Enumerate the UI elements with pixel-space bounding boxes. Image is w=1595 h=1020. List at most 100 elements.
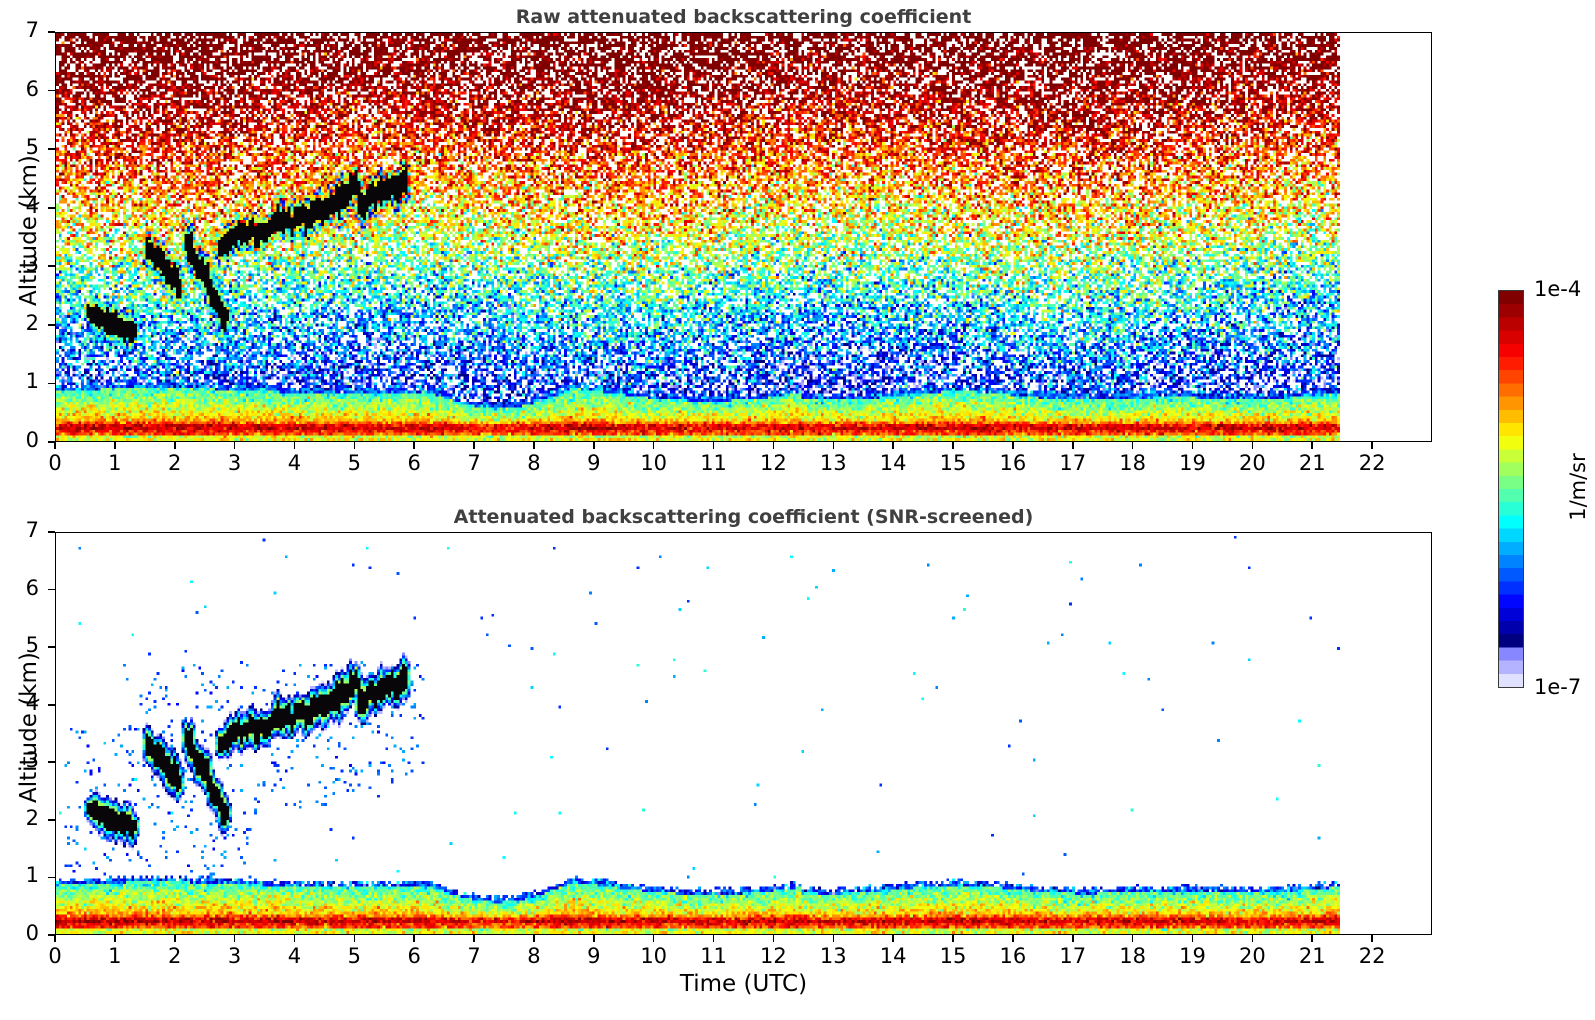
x-tick-label: 18 (1119, 451, 1146, 475)
x-tick-label: 0 (48, 944, 62, 968)
x-tick (114, 935, 116, 942)
x-tick-label: 19 (1179, 944, 1206, 968)
y-tick (48, 588, 55, 591)
panel-screened-heatmap (56, 533, 1340, 934)
x-tick (413, 935, 415, 942)
y-tick-label: 7 (25, 18, 39, 42)
x-tick (54, 935, 56, 942)
x-tick (173, 442, 176, 449)
y-tick (48, 324, 55, 326)
x-tick (832, 442, 835, 449)
y-tick-label: 6 (25, 76, 39, 101)
x-tick-label: 14 (879, 944, 907, 968)
x-tick (473, 935, 475, 942)
y-tick-label: 0 (25, 921, 39, 945)
panel-raw-y-axis-title: Altitude (km) (16, 155, 42, 306)
x-tick (1131, 935, 1134, 942)
y-tick (48, 31, 55, 33)
y-tick-label: 4 (25, 690, 39, 715)
panel-screened-x-axis-title: Time (UTC) (679, 971, 808, 997)
x-tick-label: 15 (939, 944, 967, 968)
x-tick (1311, 442, 1314, 449)
x-tick (233, 935, 236, 942)
x-tick (952, 442, 954, 449)
x-tick-label: 17 (1059, 451, 1087, 475)
x-tick-label: 21 (1298, 944, 1326, 968)
x-tick-label: 12 (760, 451, 787, 475)
x-tick-label: 8 (527, 451, 541, 475)
x-tick (1191, 442, 1194, 449)
x-tick-label: 5 (347, 451, 362, 475)
x-tick-label: 20 (1239, 451, 1266, 475)
x-tick (832, 935, 835, 942)
x-tick-label: 21 (1298, 451, 1326, 475)
colorbar-min-label: 1e-7 (1534, 675, 1582, 699)
x-tick (1012, 935, 1014, 942)
y-tick (48, 206, 55, 209)
x-tick-label: 15 (939, 451, 967, 475)
x-tick (1371, 442, 1373, 449)
panel-screened-title: Attenuated backscattering coefficient (S… (453, 506, 1034, 528)
x-tick (1311, 935, 1314, 942)
y-tick-label: 7 (25, 518, 39, 542)
x-tick-label: 11 (700, 451, 727, 475)
x-tick-label: 4 (287, 944, 302, 968)
x-tick-label: 3 (227, 451, 242, 475)
x-tick-label: 8 (527, 944, 541, 968)
x-tick (353, 935, 356, 942)
x-tick (652, 935, 655, 942)
x-tick (712, 442, 715, 449)
x-tick-label: 16 (999, 944, 1027, 968)
x-tick-label: 14 (879, 451, 907, 475)
x-tick-label: 9 (587, 451, 601, 475)
x-tick-label: 22 (1358, 944, 1386, 968)
x-tick-label: 2 (168, 944, 182, 968)
x-tick (533, 935, 535, 942)
y-tick-label: 0 (25, 428, 39, 452)
x-tick (353, 442, 356, 449)
x-tick-label: 2 (168, 451, 182, 475)
y-tick (48, 382, 55, 385)
x-tick-label: 3 (227, 944, 242, 968)
x-tick-label: 6 (407, 451, 421, 475)
x-tick (712, 935, 715, 942)
x-tick (293, 442, 296, 449)
x-tick-label: 5 (347, 944, 362, 968)
x-tick-label: 13 (819, 944, 847, 968)
x-tick (952, 935, 954, 942)
y-tick-label: 6 (25, 575, 39, 600)
x-tick (593, 442, 595, 449)
x-tick (293, 935, 296, 942)
y-tick-label: 3 (25, 252, 39, 277)
x-tick-label: 4 (287, 451, 302, 475)
x-tick (593, 935, 595, 942)
panel-raw-title: Raw attenuated backscattering coefficien… (515, 6, 972, 28)
x-tick-label: 1 (108, 944, 122, 968)
x-tick-label: 10 (640, 944, 668, 968)
x-tick (1191, 935, 1194, 942)
x-tick-label: 7 (467, 451, 481, 475)
y-tick (48, 761, 55, 764)
x-tick-label: 20 (1239, 944, 1266, 968)
y-tick (48, 934, 55, 936)
x-tick (1131, 442, 1134, 449)
y-tick (48, 441, 55, 443)
y-tick-label: 3 (25, 748, 39, 773)
x-tick (233, 442, 236, 449)
x-tick (533, 442, 535, 449)
y-tick-label: 1 (25, 369, 39, 394)
y-tick (48, 531, 55, 533)
x-tick (892, 442, 894, 449)
x-tick (54, 442, 56, 449)
x-tick-label: 18 (1119, 944, 1146, 968)
x-tick (652, 442, 655, 449)
x-tick (1251, 442, 1254, 449)
x-tick-label: 17 (1059, 944, 1087, 968)
panel-raw-heatmap (56, 33, 1340, 441)
x-tick (473, 442, 475, 449)
y-tick (48, 148, 55, 150)
y-tick (48, 646, 55, 648)
x-tick-label: 9 (587, 944, 601, 968)
x-tick-label: 19 (1179, 451, 1206, 475)
